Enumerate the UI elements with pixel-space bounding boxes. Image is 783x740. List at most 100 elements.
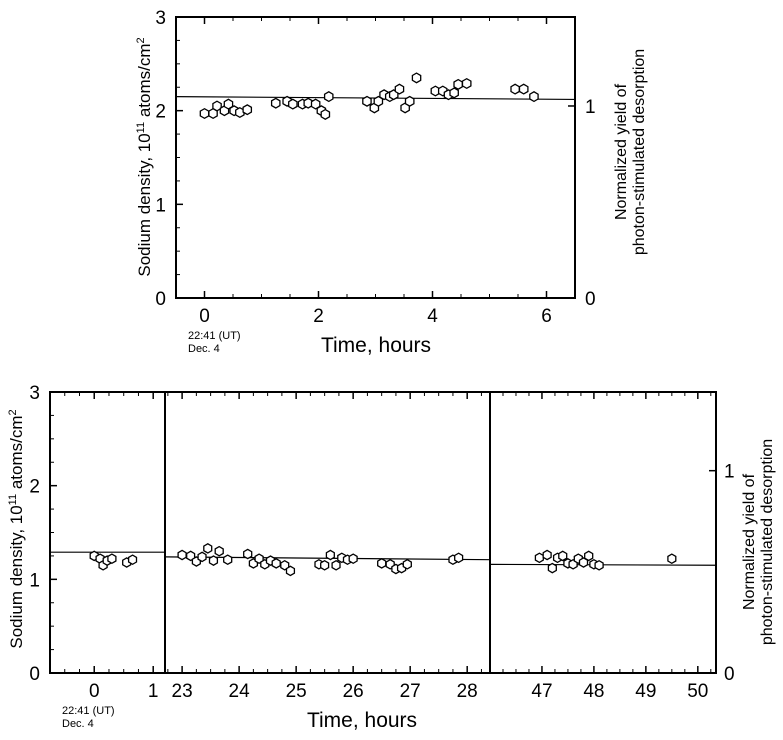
top-data-point [310, 98, 321, 110]
bottom-x-tick-label: 1 [148, 681, 159, 702]
bottom-x-tick-label: 48 [583, 681, 604, 702]
top-y2-tick-label: 1 [585, 97, 596, 118]
bottom-data-point [280, 559, 290, 571]
bottom-y2-tick-labels: 01 [724, 462, 735, 685]
bottom-data-point [377, 558, 387, 569]
top-data-point [212, 100, 222, 112]
top-y-tick-label: 0 [155, 289, 166, 310]
top-x-tick-label: 0 [199, 306, 210, 327]
bottom-x-tick-label: 28 [457, 681, 478, 702]
bottom-data-point [177, 549, 187, 561]
top-x-tick-label: 2 [313, 306, 324, 327]
bottom-data-point [584, 550, 594, 562]
top-data-point [199, 107, 210, 120]
bottom-data-point [223, 554, 233, 566]
bottom-data-point [454, 552, 464, 564]
bottom-data-point [186, 550, 196, 562]
bottom-start-note-date: Dec. 4 [62, 718, 94, 730]
top-start-note-time: 22:41 (UT) [188, 330, 241, 342]
bottom-points [89, 543, 677, 577]
bottom-x-axis-label: Time, hours [307, 709, 417, 732]
top-data-point [404, 95, 415, 107]
top-x-tick-labels: 0 2 4 6 [199, 306, 552, 327]
bottom-y2-axis-label-line1: Normalized yield of [741, 473, 758, 610]
bottom-data-point [197, 551, 207, 563]
bottom-x-tick-label: 47 [531, 681, 552, 702]
bottom-y2-tick-label: 1 [724, 462, 735, 483]
top-y-axis-label: Sodium density, 1011 atoms/cm2 [135, 37, 154, 276]
top-data-point [529, 91, 539, 103]
bottom-data-point [558, 550, 568, 562]
bottom-x-tick-label: 26 [343, 681, 364, 702]
top-data-point [288, 98, 298, 110]
top-data-point [461, 77, 472, 90]
bottom-data-point [271, 558, 281, 569]
bottom-data-point [402, 558, 412, 570]
top-data-point [362, 95, 372, 107]
bottom-start-note-time: 22:41 (UT) [62, 705, 115, 717]
bottom-data-point [534, 552, 544, 564]
bottom-x-tick-label: 24 [229, 681, 251, 702]
bottom-x-tick-labels: 0 1 23 24 25 26 27 28 47 48 49 50 [89, 681, 708, 702]
bottom-data-point [667, 553, 677, 565]
top-ticks [175, 16, 576, 299]
bottom-data-point [254, 553, 264, 565]
bottom-data-point [594, 559, 604, 571]
top-points [199, 72, 539, 120]
bottom-data-point [285, 565, 296, 577]
top-plot-frame [175, 16, 576, 299]
bottom-y-tick-label: 3 [29, 383, 40, 404]
bottom-y-tick-label: 0 [29, 664, 40, 685]
bottom-y-tick-label: 2 [29, 477, 40, 498]
top-data-point [242, 104, 253, 116]
top-y-tick-label: 3 [155, 8, 166, 29]
top-data-point [270, 97, 281, 109]
top-y2-tick-label: 0 [585, 289, 596, 310]
bottom-data-point [203, 543, 213, 554]
bottom-x-tick-label: 25 [286, 681, 307, 702]
top-data-point [323, 91, 334, 103]
top-y-tick-label: 2 [155, 102, 166, 123]
bottom-data-point [214, 545, 224, 557]
bottom-data-point [325, 549, 335, 561]
top-data-point [449, 87, 459, 99]
top-y2-axis-label-line1: Normalized yield of [613, 83, 630, 220]
top-y-tick-labels: 0 1 2 3 [155, 8, 166, 310]
top-y2-tick-labels: 01 [585, 97, 596, 310]
top-x-axis-label: Time, hours [321, 334, 431, 357]
bottom-plot-frame [49, 391, 717, 674]
top-x-tick-label: 4 [427, 306, 438, 327]
bottom-data-point [243, 548, 253, 560]
bottom-y-axis-label: Sodium density, 1011 atoms/cm2 [7, 409, 26, 648]
bottom-y2-tick-label: 0 [724, 664, 735, 685]
bottom-y-tick-label: 1 [29, 570, 40, 591]
bottom-y-tick-labels: 0 1 2 3 [29, 383, 40, 685]
top-data-point [223, 98, 234, 110]
bottom-data-point [348, 553, 358, 565]
top-y2-axis-label-line2: photon-stimulated desorption [631, 49, 648, 255]
top-y-tick-label: 1 [155, 195, 166, 216]
bottom-data-point [547, 562, 557, 574]
bottom-x-tick-label: 49 [635, 681, 656, 702]
bottom-x-tick-label: 27 [400, 681, 421, 702]
bottom-ticks [49, 391, 716, 674]
top-data-point [518, 83, 529, 95]
top-data-point [453, 78, 463, 90]
top-data-point [411, 72, 422, 84]
top-x-tick-label: 6 [541, 306, 552, 327]
top-data-point [320, 108, 331, 120]
top-start-note-date: Dec. 4 [188, 343, 220, 355]
bottom-data-point [331, 559, 341, 571]
bottom-data-point [542, 549, 552, 561]
bottom-data-point [107, 553, 117, 565]
bottom-y2-axis-label-line2: photon-stimulated desorption [759, 439, 776, 645]
bottom-x-tick-label: 50 [687, 681, 708, 702]
top-data-point [394, 83, 405, 95]
bottom-data-point [127, 554, 138, 566]
bottom-data-point [320, 559, 330, 571]
top-data-point [510, 83, 520, 95]
bottom-data-point [208, 555, 219, 566]
